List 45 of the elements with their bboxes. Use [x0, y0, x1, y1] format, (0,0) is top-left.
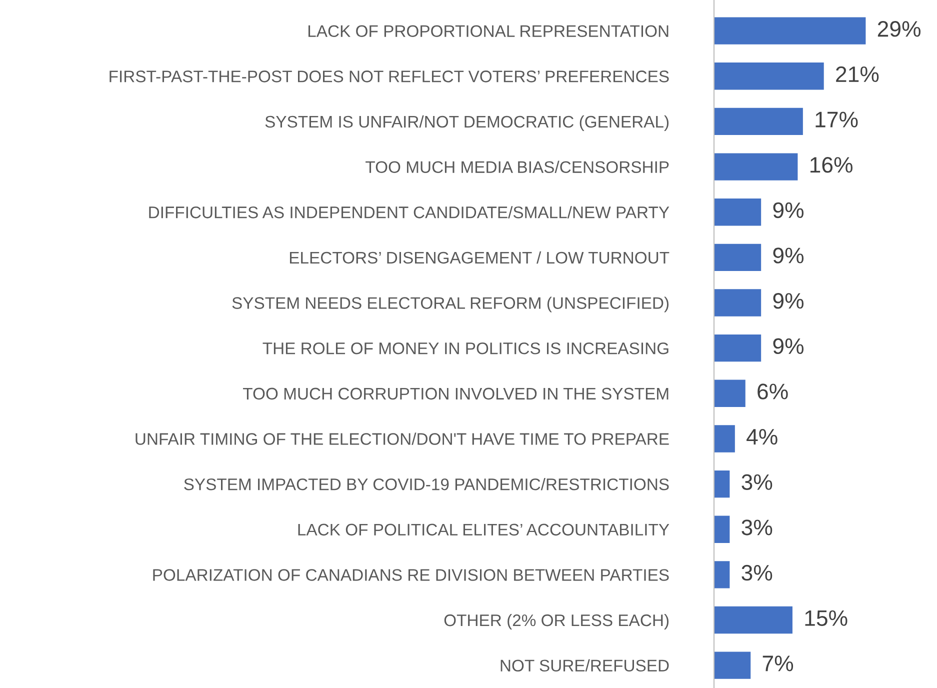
- bar: [714, 425, 735, 452]
- y-tick-label: FIRST-PAST-THE-POST DOES NOT REFLECT VOTERS’ PREFERENCES: [110, 70, 669, 82]
- bar: [714, 561, 730, 588]
- data-label: 3%: [742, 474, 772, 490]
- y-tick-label: POLARIZATION OF CANADIANS RE DIVISION BETWEEN PARTIES: [153, 569, 669, 581]
- bar: [714, 380, 746, 407]
- bar: [714, 289, 762, 316]
- y-tick-label: ELECTORS’ DISENGAGEMENT / LOW TURNOUT: [290, 251, 670, 264]
- bar: [714, 334, 762, 362]
- y-tick-label: THE ROLE OF MONEY IN POLITICS IS INCREASING: [262, 342, 668, 354]
- y-tick-label: OTHER (2% OR LESS EACH): [444, 614, 669, 630]
- data-label: 9%: [773, 338, 804, 354]
- data-label: 29%: [878, 21, 920, 37]
- y-tick-label: SYSTEM IS UNFAIR/NOT DEMOCRATIC (GENERAL): [265, 115, 669, 131]
- data-label: 4%: [746, 429, 778, 445]
- y-tick-label: LACK OF POLITICAL ELITES’ ACCOUNTABILITY: [298, 524, 670, 536]
- bar: [714, 606, 792, 634]
- bar: [714, 198, 762, 226]
- data-label: 9%: [773, 248, 804, 264]
- data-label: 3%: [742, 564, 772, 581]
- bar: [714, 62, 824, 90]
- bar: [714, 244, 762, 272]
- y-tick-label: SYSTEM NEEDS ELECTORAL REFORM (UNSPECIFIED): [232, 296, 669, 312]
- bar: [714, 153, 798, 180]
- y-tick-label: LACK OF PROPORTIONAL REPRESENTATION: [308, 25, 668, 38]
- bar: [714, 108, 803, 136]
- data-label: 3%: [742, 520, 772, 536]
- y-tick-label: TOO MUCH MEDIA BIAS/CENSORSHIP: [366, 160, 669, 173]
- data-label: 7%: [762, 656, 794, 672]
- data-label: 9%: [773, 202, 804, 218]
- bar: [714, 652, 751, 679]
- bar: [714, 470, 730, 498]
- y-tick-label: DIFFICULTIES AS INDEPENDENT CANDIDATE/SMALL/NEW PARTY: [149, 206, 670, 218]
- y-tick-label: TOO MUCH CORRUPTION INVOLVED IN THE SYSTEM: [243, 388, 668, 400]
- y-tick-label: UNFAIR TIMING OF THE ELECTION/DON'T HAVE TIME TO PREPARE: [136, 432, 669, 445]
- data-label: 6%: [758, 384, 788, 400]
- y-tick-label: SYSTEM IMPACTED BY COVID-19 PANDEMIC/RESTRICTIONS: [184, 478, 669, 490]
- bar: [714, 516, 730, 543]
- data-label: 9%: [773, 292, 804, 309]
- data-label: 15%: [805, 610, 848, 626]
- data-label: 16%: [810, 157, 852, 173]
- data-label: 17%: [816, 112, 858, 128]
- bar: [714, 17, 866, 44]
- y-tick-label: NOT SURE/REFUSED: [500, 659, 669, 672]
- data-label: 21%: [836, 66, 879, 82]
